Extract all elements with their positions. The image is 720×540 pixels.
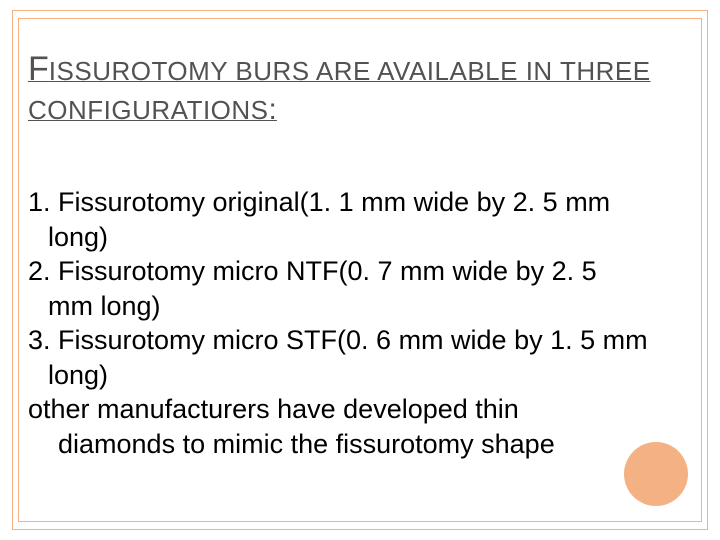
title-line-1: FISSUROTOMY BURS ARE AVAILABLE IN THREE [28,48,692,91]
body-line-4: mm long) [28,289,692,324]
title-line-1-rest: ISSUROTOMY BURS ARE AVAILABLE IN THREE [49,56,651,86]
slide: FISSUROTOMY BURS ARE AVAILABLE IN THREE … [0,0,720,540]
slide-body: 1. Fissurotomy original(1. 1 mm wide by … [28,185,692,461]
title-cap: F [28,50,49,88]
body-line-5: 3. Fissurotomy micro STF(0. 6 mm wide by… [28,323,692,358]
body-line-1: 1. Fissurotomy original(1. 1 mm wide by … [28,185,692,220]
title-colon: : [269,93,277,126]
body-line-3: 2. Fissurotomy micro NTF(0. 7 mm wide by… [28,254,692,289]
title-line-2: CONFIGURATIONS: [28,91,692,129]
body-line-8: diamonds to mimic the fissurotomy shape [28,427,692,462]
body-line-2: long) [28,220,692,255]
title-line-2-rest: CONFIGURATIONS [28,95,269,125]
slide-title: FISSUROTOMY BURS ARE AVAILABLE IN THREE … [28,48,692,128]
body-line-7: other manufacturers have developed thin [28,392,692,427]
body-line-6: long) [28,358,692,393]
